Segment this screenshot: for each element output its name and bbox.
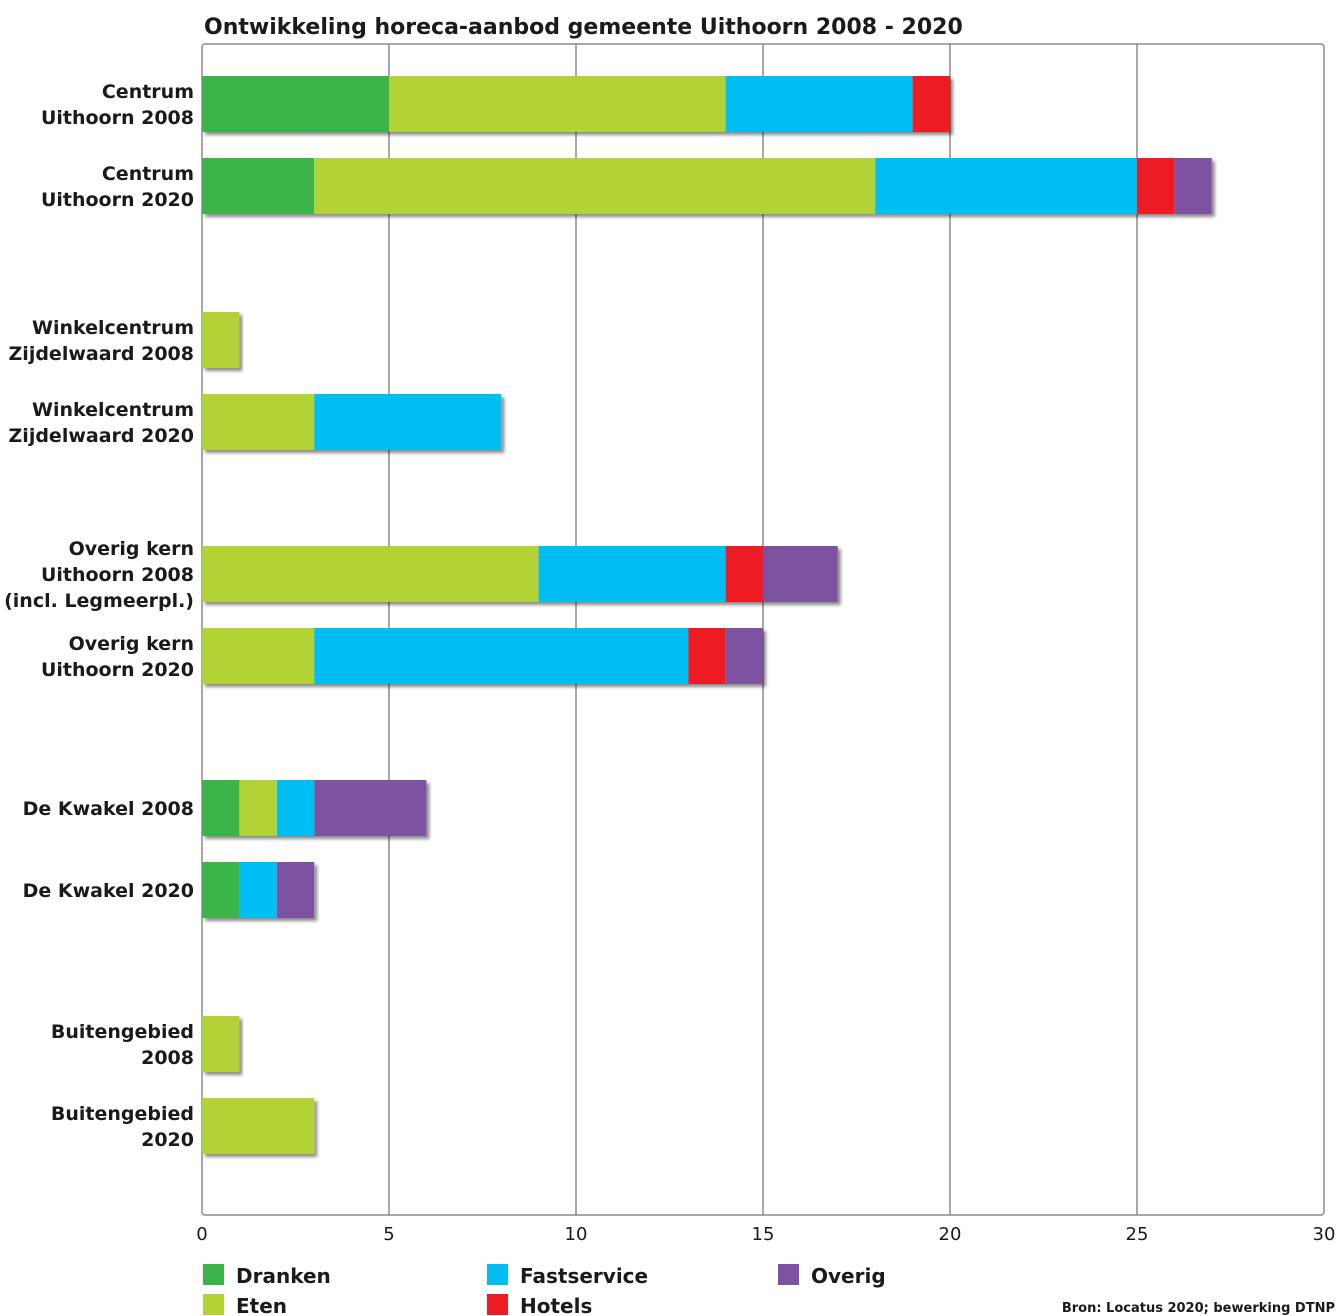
legend-item: Hotels — [487, 1294, 592, 1316]
category-label: 2008 — [141, 1047, 194, 1069]
bar-group — [202, 1098, 315, 1154]
category-label: Winkelcentrum — [32, 399, 194, 421]
bar-segment-hotels — [1137, 158, 1175, 214]
bar-segment-fastservice — [276, 780, 315, 836]
bar-group — [202, 862, 315, 918]
bar-segment-fastservice — [875, 158, 1137, 214]
legend-label: Hotels — [520, 1294, 592, 1316]
category-label: Zijdelwaard 2020 — [9, 425, 194, 447]
legend: Dranken Eten Fastservice Hotels Overig — [203, 1264, 886, 1316]
bar-segment-fastservice — [314, 394, 502, 450]
bar-segment-eten — [202, 628, 315, 684]
x-tick-label: 30 — [1313, 1224, 1336, 1245]
bar-segment-eten — [239, 780, 277, 836]
legend-swatch — [487, 1294, 508, 1315]
legend-label: Fastservice — [520, 1264, 648, 1288]
category-label: Buitengebied — [51, 1103, 194, 1125]
bar-segment-dranken — [202, 76, 389, 132]
x-tick-label: 15 — [752, 1224, 775, 1245]
legend-label: Dranken — [236, 1264, 331, 1288]
x-tick-label: 20 — [939, 1224, 962, 1245]
legend-item: Dranken — [203, 1264, 331, 1288]
bar-segment-dranken — [202, 780, 240, 836]
bar-segment-overig — [725, 628, 763, 684]
category-label: Buitengebied — [51, 1021, 194, 1043]
category-label: Uithoorn 2008 — [41, 564, 194, 586]
category-label: Uithoorn 2020 — [41, 659, 194, 681]
legend-swatch — [778, 1264, 799, 1285]
category-label: Uithoorn 2008 — [41, 107, 194, 129]
legend-swatch — [203, 1294, 224, 1315]
legend-item: Overig — [778, 1264, 886, 1288]
bar-segment-overig — [314, 780, 427, 836]
bar-group — [202, 1016, 240, 1072]
bar-segment-hotels — [725, 546, 763, 602]
bar-group — [202, 312, 240, 368]
bar-segment-overig — [763, 546, 838, 602]
bar-segment-hotels — [912, 76, 950, 132]
category-label: Winkelcentrum — [32, 317, 194, 339]
bar-segment-fastservice — [314, 628, 689, 684]
bar-segment-eten — [389, 76, 726, 132]
bar-segment-dranken — [202, 158, 315, 214]
category-label: Centrum — [102, 163, 194, 185]
bar-group — [202, 76, 950, 132]
legend-item: Eten — [203, 1294, 287, 1316]
x-tick-label: 5 — [383, 1224, 394, 1245]
category-label: Zijdelwaard 2008 — [9, 343, 194, 365]
chart-title: Ontwikkeling horeca-aanbod gemeente Uith… — [204, 15, 963, 40]
category-labels: Centrum Uithoorn 2008 Centrum Uithoorn 2020… — [4, 81, 194, 1151]
bar-segment-eten — [202, 1098, 315, 1154]
legend-swatch — [203, 1264, 224, 1285]
bar-segment-eten — [314, 158, 876, 214]
bar-segment-hotels — [688, 628, 726, 684]
bar-segment-fastservice — [239, 862, 277, 918]
source-note: Bron: Locatus 2020; bewerking DTNP — [1062, 1301, 1335, 1316]
category-label: De Kwakel 2020 — [23, 880, 194, 902]
x-tick-label: 25 — [1126, 1224, 1149, 1245]
category-label: Centrum — [102, 81, 194, 103]
bar-group — [202, 546, 838, 602]
category-label: Uithoorn 2020 — [41, 189, 194, 211]
bar-segment-overig — [276, 862, 315, 918]
legend-label: Eten — [236, 1294, 287, 1316]
category-label: Overig kern — [69, 538, 194, 560]
bar-segment-eten — [202, 312, 240, 368]
bar-segment-overig — [1174, 158, 1212, 214]
category-label: 2020 — [141, 1129, 194, 1151]
bar-group — [202, 394, 502, 450]
bars — [202, 76, 1212, 1154]
bar-group — [202, 158, 1212, 214]
grid — [201, 43, 1325, 1216]
bar-segment-eten — [202, 546, 539, 602]
bar-segment-eten — [202, 394, 315, 450]
legend-label: Overig — [811, 1264, 886, 1288]
x-tick-label: 0 — [196, 1224, 207, 1245]
x-axis-ticks: 0 5 10 15 20 25 30 — [196, 1224, 1335, 1245]
bar-group — [202, 780, 427, 836]
bar-segment-fastservice — [538, 546, 726, 602]
bar-segment-fastservice — [725, 76, 913, 132]
category-label: Overig kern — [69, 633, 194, 655]
category-label: (incl. Legmeerpl.) — [4, 590, 194, 612]
legend-swatch — [487, 1264, 508, 1285]
legend-item: Fastservice — [487, 1264, 648, 1288]
x-tick-label: 10 — [565, 1224, 588, 1245]
bar-segment-eten — [202, 1016, 240, 1072]
bar-group — [202, 628, 763, 684]
category-label: De Kwakel 2008 — [23, 798, 194, 820]
bar-segment-dranken — [202, 862, 240, 918]
